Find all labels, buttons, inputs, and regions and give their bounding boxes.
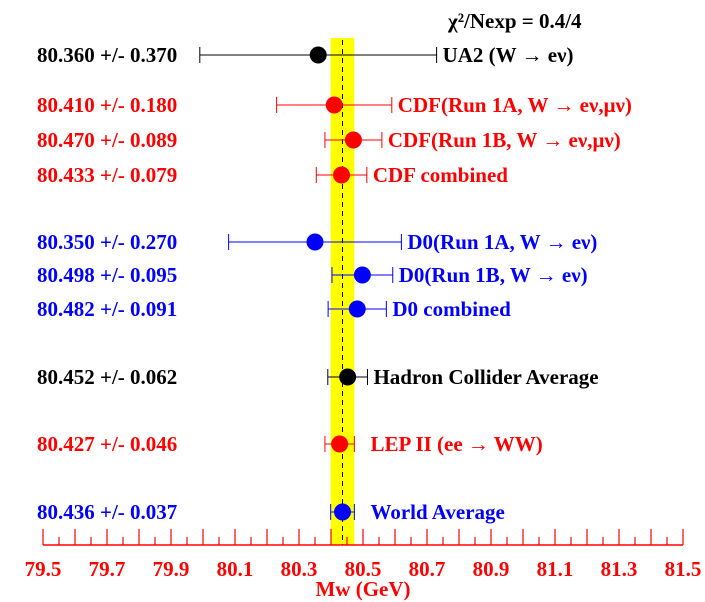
measurement-label: UA2 (W → eν) (443, 43, 574, 67)
measurement-row: 80.470 +/- 0.089 CDF(Run 1B, W → eν,μν) (37, 128, 621, 152)
measurement-label: D0(Run 1B, W → eν) (399, 263, 588, 287)
measurement-value: 80.433 +/- 0.079 (37, 163, 177, 187)
measurement-row: 80.410 +/- 0.180 CDF(Run 1A, W → eν,μν) (37, 93, 632, 117)
measurement-value: 80.410 +/- 0.180 (37, 93, 177, 117)
tick-label: 80.5 (345, 557, 382, 581)
data-point (331, 435, 349, 453)
measurement-value: 80.482 +/- 0.091 (37, 297, 177, 321)
tick-label: 81.5 (665, 557, 702, 581)
tick-label: 81.3 (601, 557, 638, 581)
measurement-value: 80.350 +/- 0.270 (37, 230, 177, 254)
data-point (333, 166, 351, 184)
tick-label: 80.1 (217, 557, 254, 581)
measurement-rows: 80.360 +/- 0.370 UA2 (W → eν) 80.410 +/- 0… (37, 43, 632, 524)
tick-label: 79.5 (25, 557, 62, 581)
data-point (353, 266, 371, 284)
measurement-value: 80.498 +/- 0.095 (37, 263, 177, 287)
x-axis: 79.5 79.7 79.9 80.1 80.3 80.5 80.7 80.9 81.1 81.3… (25, 529, 702, 581)
measurement-value: 80.436 +/- 0.037 (37, 500, 177, 524)
measurement-row: 80.427 +/- 0.046 LEP II (ee → WW) (37, 432, 543, 456)
measurement-value: 80.452 +/- 0.062 (37, 365, 177, 389)
measurement-label: CDF(Run 1A, W → eν,μν) (398, 93, 632, 117)
measurement-row: 80.452 +/- 0.062 Hadron Collider Average (37, 365, 599, 389)
measurement-value: 80.360 +/- 0.370 (37, 43, 177, 67)
chart-title: χ²/Nexp = 0.4/4 (447, 9, 582, 33)
measurement-row: 80.436 +/- 0.037 World Average (37, 500, 505, 524)
measurement-label: LEP II (ee → WW) (371, 432, 543, 456)
data-point (339, 368, 357, 386)
measurement-label: CDF(Run 1B, W → eν,μν) (388, 128, 621, 152)
data-point (325, 96, 343, 114)
measurement-row: 80.498 +/- 0.095 D0(Run 1B, W → eν) (37, 263, 588, 287)
data-point (348, 300, 366, 318)
measurement-label: CDF combined (373, 163, 508, 187)
measurement-label: D0(Run 1A, W → eν) (407, 230, 597, 254)
tick-label: 80.9 (473, 557, 510, 581)
measurement-label: World Average (371, 500, 505, 524)
world-average-band (330, 38, 355, 545)
measurement-row: 80.360 +/- 0.370 UA2 (W → eν) (37, 43, 574, 67)
measurement-row: 80.433 +/- 0.079 CDF combined (37, 163, 508, 187)
tick-label: 79.9 (153, 557, 190, 581)
tick-label: 80.3 (281, 557, 318, 581)
tick-label: 81.1 (537, 557, 574, 581)
measurement-value: 80.470 +/- 0.089 (37, 128, 177, 152)
data-point (309, 46, 327, 64)
measurement-label: Hadron Collider Average (373, 365, 598, 389)
measurement-label: D0 combined (392, 297, 511, 321)
data-point (344, 131, 362, 149)
tick-label: 79.7 (89, 557, 126, 581)
measurement-value: 80.427 +/- 0.046 (37, 432, 177, 456)
tick-label: 80.7 (409, 557, 446, 581)
measurement-row: 80.350 +/- 0.270 D0(Run 1A, W → eν) (37, 230, 597, 254)
x-axis-label: Mw (GeV) (315, 577, 410, 601)
data-point (334, 503, 352, 521)
measurement-row: 80.482 +/- 0.091 D0 combined (37, 297, 511, 321)
data-point (306, 233, 324, 251)
